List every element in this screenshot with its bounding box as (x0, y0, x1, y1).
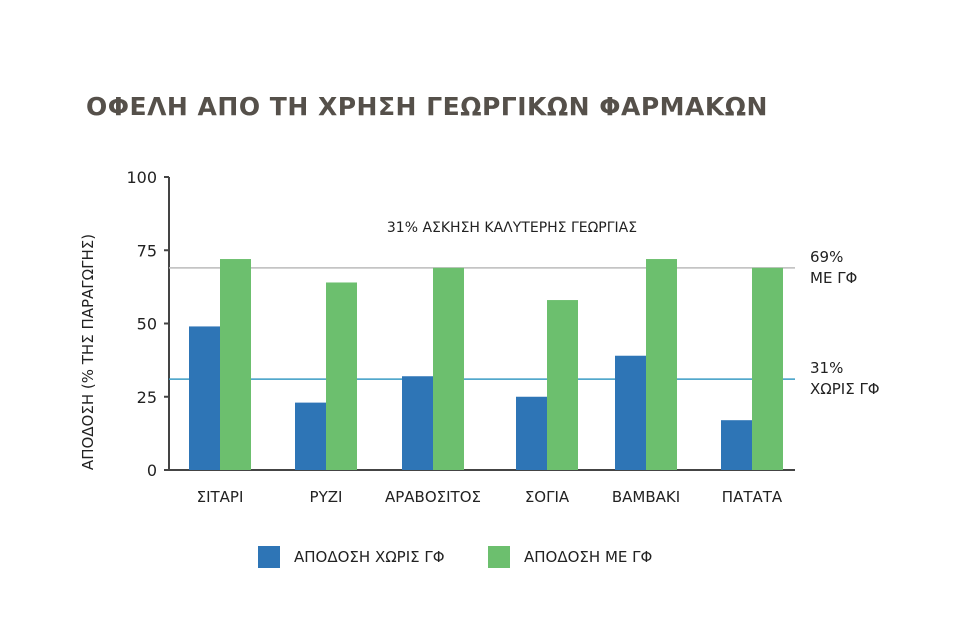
reference-line-label: ΧΩΡΙΣ ΓΦ (810, 380, 880, 398)
x-tick-label: ΠΑΤΑΤΑ (722, 488, 783, 506)
chart-labels: 0 25 50 75 100 ΑΠΟΔΟΣΗ (% ΤΗΣ ΠΑΡΑΓΩΓΗΣ) 69% ΜΕ… (79, 168, 880, 506)
legend-swatch-with-gf (488, 546, 510, 568)
y-tick-label: 100 (126, 168, 157, 187)
legend-item-without-gf: ΑΠΟΔΟΣΗ ΧΩΡΙΣ ΓΦ (258, 546, 445, 568)
reference-line-label: ΜΕ ΓΦ (810, 269, 857, 287)
y-tick-label: 50 (137, 315, 157, 334)
chart-title: ΟΦΕΛΗ ΑΠΟ ΤΗ ΧΡΗΣΗ ΓΕΩΡΓΙΚΩΝ ΦΑΡΜΑΚΩΝ (86, 92, 768, 121)
x-tick-label: ΣΟΓΙΑ (525, 488, 570, 506)
bar (220, 259, 251, 470)
bars (189, 259, 783, 470)
x-tick-label: ΣΙΤΑΡΙ (197, 488, 244, 506)
y-axis-label: ΑΠΟΔΟΣΗ (% ΤΗΣ ΠΑΡΑΓΩΓΗΣ) (79, 234, 97, 470)
reference-lines (169, 267, 795, 380)
y-tick-label: 0 (147, 461, 157, 480)
annotation-label: 31% ΑΣΚΗΣΗ ΚΑΛΥΤΕΡΗΣ ΓΕΩΡΓΙΑΣ (387, 220, 637, 236)
bar (615, 355, 646, 470)
y-tick-label: 75 (137, 241, 157, 260)
bar (295, 402, 326, 470)
legend-label-with-gf: ΑΠΟΔΟΣΗ ΜΕ ΓΦ (524, 548, 653, 566)
legend-swatch-without-gf (258, 546, 280, 568)
legend-item-with-gf: ΑΠΟΔΟΣΗ ΜΕ ΓΦ (488, 546, 652, 568)
reference-line-label: 31% (810, 359, 843, 377)
x-tick-label: ΒΑΜΒΑΚΙ (612, 488, 680, 506)
x-tick-label: ΡΥΖΙ (310, 488, 343, 506)
y-tick-label: 25 (137, 388, 157, 407)
bar (402, 376, 433, 470)
reference-line-label: 69% (810, 248, 843, 266)
bar (433, 267, 464, 470)
bar (721, 420, 752, 470)
bar (752, 267, 783, 470)
bar (326, 282, 357, 470)
bar (516, 396, 547, 470)
bar (547, 300, 578, 470)
axes (164, 176, 795, 471)
bar (189, 326, 220, 470)
x-tick-label: ΑΡΑΒΟΣΙΤΟΣ (385, 488, 481, 506)
legend-label-without-gf: ΑΠΟΔΟΣΗ ΧΩΡΙΣ ΓΦ (294, 548, 445, 566)
bar (646, 259, 677, 470)
